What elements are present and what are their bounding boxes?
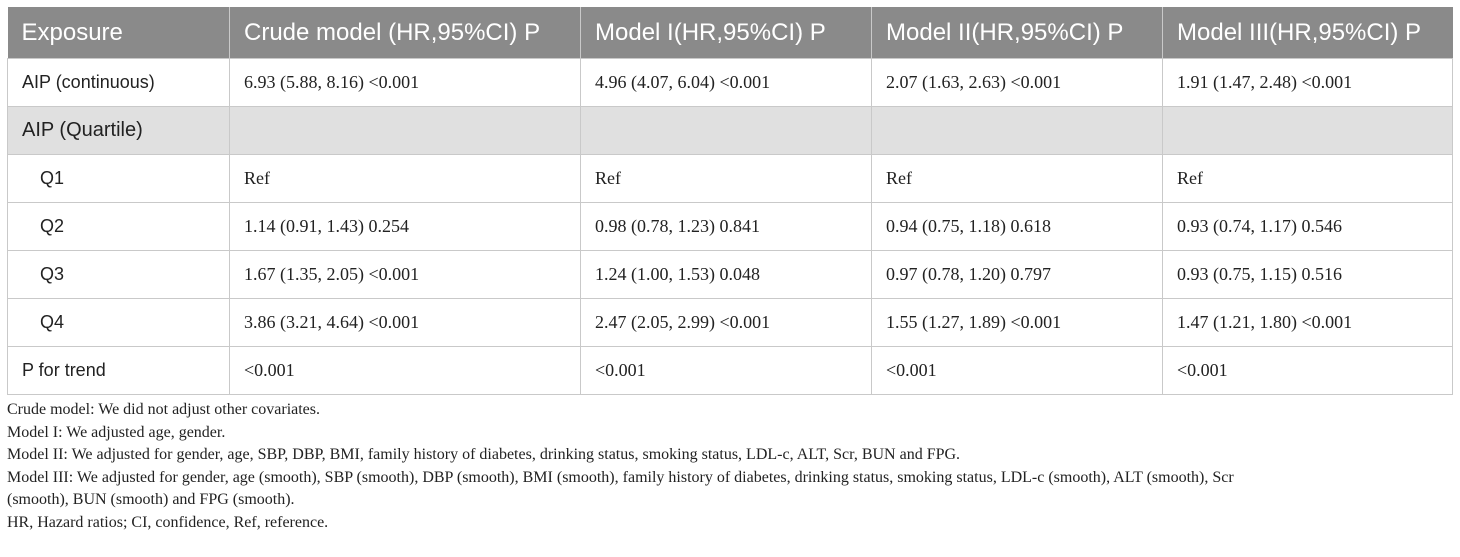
table-cell: Ref xyxy=(871,154,1163,203)
table-cell: 0.94 (0.75, 1.18) 0.618 xyxy=(871,202,1163,251)
row-label: P for trend xyxy=(7,346,230,395)
table-cell: 1.55 (1.27, 1.89) <0.001 xyxy=(871,298,1163,347)
header-model-3: Model III(HR,95%CI) P xyxy=(1162,7,1453,59)
table-cell: <0.001 xyxy=(580,346,872,395)
table-cell: Ref xyxy=(1162,154,1453,203)
hazard-ratio-table: Exposure Crude model (HR,95%CI) P Model … xyxy=(7,7,1453,395)
footnote-crude-model: Crude model: We did not adjust other cov… xyxy=(7,401,321,418)
header-model-1: Model I(HR,95%CI) P xyxy=(580,7,872,59)
table-cell: 2.47 (2.05, 2.99) <0.001 xyxy=(580,298,872,347)
table-header-row: Exposure Crude model (HR,95%CI) P Model … xyxy=(7,7,1453,59)
table-row: AIP (continuous) 6.93 (5.88, 8.16) <0.00… xyxy=(7,58,1453,107)
table-cell: 4.96 (4.07, 6.04) <0.001 xyxy=(580,58,872,107)
table-row: Q2 1.14 (0.91, 1.43) 0.254 0.98 (0.78, 1… xyxy=(7,202,1453,251)
table-cell: 0.97 (0.78, 1.20) 0.797 xyxy=(871,250,1163,299)
table-cell xyxy=(1162,106,1453,155)
table-footnotes: Crude model: We did not adjust other cov… xyxy=(7,399,1452,534)
footnote-model-1: Model I: We adjusted age, gender. xyxy=(7,423,226,441)
row-label: Q3 xyxy=(7,250,230,299)
results-table-container: Exposure Crude model (HR,95%CI) P Model … xyxy=(7,7,1453,534)
table-cell: <0.001 xyxy=(1162,346,1453,395)
section-row: AIP (Quartile) xyxy=(7,106,1453,155)
table-row: Q4 3.86 (3.21, 4.64) <0.001 2.47 (2.05, … xyxy=(7,298,1453,347)
table-cell: 0.98 (0.78, 1.23) 0.841 xyxy=(580,202,872,251)
table-cell: 6.93 (5.88, 8.16) <0.001 xyxy=(229,58,581,107)
header-crude-model: Crude model (HR,95%CI) P xyxy=(229,7,581,59)
footnote-model-3-line-2: (smooth), BUN (smooth) and FPG (smooth). xyxy=(7,491,295,508)
table-cell xyxy=(229,106,581,155)
row-label: Q2 xyxy=(7,202,230,251)
table-row: Q3 1.67 (1.35, 2.05) <0.001 1.24 (1.00, … xyxy=(7,250,1453,299)
table-row: P for trend <0.001 <0.001 <0.001 <0.001 xyxy=(7,346,1453,395)
table-cell: 1.24 (1.00, 1.53) 0.048 xyxy=(580,250,872,299)
header-exposure: Exposure xyxy=(7,7,230,59)
table-cell: 3.86 (3.21, 4.64) <0.001 xyxy=(229,298,581,347)
footnote-abbreviations: HR, Hazard ratios; CI, confidence, Ref, … xyxy=(7,513,329,531)
footnote-model-3-line-1: Model III: We adjusted for gender, age (… xyxy=(7,468,1234,486)
table-cell: Ref xyxy=(229,154,581,203)
table-cell: 0.93 (0.74, 1.17) 0.546 xyxy=(1162,202,1453,251)
table-cell: 1.67 (1.35, 2.05) <0.001 xyxy=(229,250,581,299)
table-cell: 1.91 (1.47, 2.48) <0.001 xyxy=(1162,58,1453,107)
table-cell: <0.001 xyxy=(229,346,581,395)
row-label: Q1 xyxy=(7,154,230,203)
table-row: Q1 Ref Ref Ref Ref xyxy=(7,154,1453,203)
section-label: AIP (Quartile) xyxy=(7,106,230,155)
row-label: Q4 xyxy=(7,298,230,347)
table-cell: 1.47 (1.21, 1.80) <0.001 xyxy=(1162,298,1453,347)
table-cell: <0.001 xyxy=(871,346,1163,395)
table-cell: 1.14 (0.91, 1.43) 0.254 xyxy=(229,202,581,251)
header-model-2: Model II(HR,95%CI) P xyxy=(871,7,1163,59)
table-cell: Ref xyxy=(580,154,872,203)
table-cell: 0.93 (0.75, 1.15) 0.516 xyxy=(1162,250,1453,299)
table-cell xyxy=(871,106,1163,155)
row-label: AIP (continuous) xyxy=(7,58,230,107)
table-cell xyxy=(580,106,872,155)
table-cell: 2.07 (1.63, 2.63) <0.001 xyxy=(871,58,1163,107)
footnote-model-2: Model II: We adjusted for gender, age, S… xyxy=(7,446,961,463)
